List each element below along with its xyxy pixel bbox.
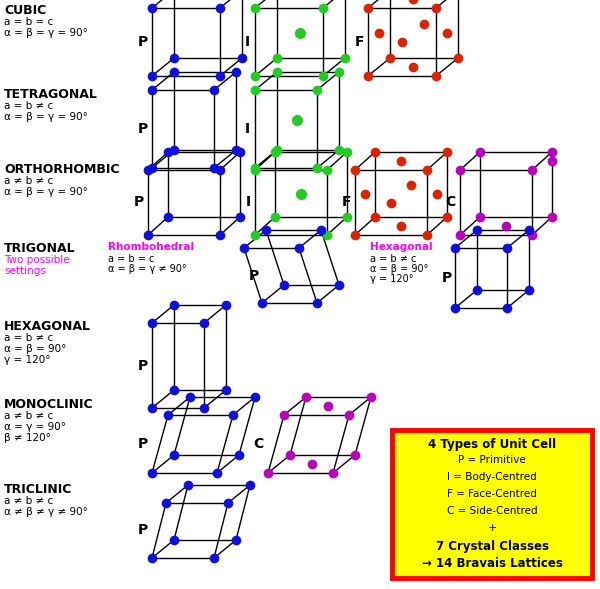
- Text: 4 Types of Unit Cell: 4 Types of Unit Cell: [428, 438, 556, 451]
- Text: F = Face-Centred: F = Face-Centred: [447, 489, 537, 499]
- Text: α = β = γ = 90°: α = β = γ = 90°: [4, 28, 88, 38]
- Text: α = β = 90°: α = β = 90°: [4, 344, 67, 354]
- Text: F: F: [341, 196, 351, 210]
- Text: P: P: [138, 122, 148, 136]
- Text: CUBIC: CUBIC: [4, 4, 46, 17]
- Text: a ≠ b ≠ c: a ≠ b ≠ c: [4, 176, 53, 186]
- Text: P = Primitive: P = Primitive: [458, 455, 526, 465]
- Text: I: I: [245, 122, 250, 136]
- Text: γ = 120°: γ = 120°: [4, 355, 50, 365]
- Text: β ≠ 120°: β ≠ 120°: [4, 433, 51, 443]
- Text: Rhombohedral: Rhombohedral: [108, 242, 194, 252]
- Text: C: C: [254, 437, 264, 451]
- Text: F: F: [355, 35, 364, 49]
- Text: P: P: [138, 359, 148, 372]
- Text: α ≠ β ≠ γ ≠ 90°: α ≠ β ≠ γ ≠ 90°: [4, 507, 88, 517]
- Text: TRICLINIC: TRICLINIC: [4, 483, 73, 496]
- Text: α = β = γ = 90°: α = β = γ = 90°: [4, 187, 88, 197]
- Text: HEXAGONAL: HEXAGONAL: [4, 320, 91, 333]
- Text: ORTHORHOMBIC: ORTHORHOMBIC: [4, 163, 119, 176]
- FancyBboxPatch shape: [392, 430, 592, 578]
- Text: a = b = c: a = b = c: [4, 17, 53, 27]
- Text: α = β = 90°: α = β = 90°: [370, 264, 428, 274]
- Text: Two possible: Two possible: [4, 255, 70, 265]
- Text: 7 Crystal Classes: 7 Crystal Classes: [436, 540, 548, 553]
- Text: P: P: [249, 269, 259, 283]
- Text: γ = 120°: γ = 120°: [370, 274, 413, 284]
- Text: a ≠ b ≠ c: a ≠ b ≠ c: [4, 411, 53, 421]
- Text: P: P: [138, 524, 148, 538]
- Text: a = b = c: a = b = c: [108, 254, 154, 264]
- Text: α = β = γ = 90°: α = β = γ = 90°: [4, 112, 88, 122]
- Text: MONOCLINIC: MONOCLINIC: [4, 398, 94, 411]
- Text: → 14 Bravais Lattices: → 14 Bravais Lattices: [422, 557, 562, 570]
- Text: I = Body-Centred: I = Body-Centred: [447, 472, 537, 482]
- Text: P: P: [138, 437, 148, 451]
- Text: TRIGONAL: TRIGONAL: [4, 242, 76, 255]
- Text: P: P: [134, 196, 144, 210]
- Text: settings: settings: [4, 266, 46, 276]
- Text: +: +: [487, 523, 497, 533]
- Text: a = b ≠ c: a = b ≠ c: [4, 101, 53, 111]
- Text: P: P: [138, 35, 148, 49]
- Text: C: C: [446, 196, 456, 210]
- Text: Hexagonal: Hexagonal: [370, 242, 433, 252]
- Text: α = β = γ ≠ 90°: α = β = γ ≠ 90°: [108, 264, 187, 274]
- Text: I: I: [245, 35, 250, 49]
- Text: α = γ = 90°: α = γ = 90°: [4, 422, 66, 432]
- Text: a ≠ b ≠ c: a ≠ b ≠ c: [4, 496, 53, 506]
- Text: I: I: [246, 196, 251, 210]
- Text: C = Side-Centred: C = Side-Centred: [446, 506, 538, 516]
- Text: a = b ≠ c: a = b ≠ c: [4, 333, 53, 343]
- Text: P: P: [442, 271, 452, 285]
- Text: TETRAGONAL: TETRAGONAL: [4, 88, 98, 101]
- Text: a = b ≠ c: a = b ≠ c: [370, 254, 416, 264]
